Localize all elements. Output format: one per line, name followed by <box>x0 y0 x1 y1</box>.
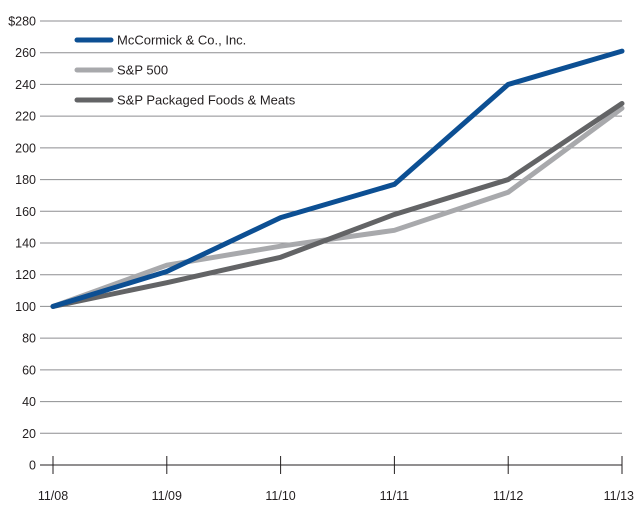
y-tick-label: 260 <box>15 46 36 60</box>
y-tick-label: 80 <box>22 332 36 346</box>
x-tick-label: 11/09 <box>152 489 182 503</box>
y-tick-label: 120 <box>15 268 36 282</box>
y-tick-label: 240 <box>15 78 36 92</box>
legend-label: S&P 500 <box>117 63 168 78</box>
x-tick-label: 11/12 <box>493 489 523 503</box>
series-lines <box>50 48 625 309</box>
series-line <box>50 105 625 309</box>
legend-label: S&P Packaged Foods & Meats <box>117 93 296 108</box>
x-tick-label: 11/08 <box>38 489 68 503</box>
y-axis-tick-labels: 0 20 40 60 80 100 120 140 160 180 200 220 240 260 $280 <box>8 15 36 473</box>
y-tick-label: 200 <box>15 141 36 155</box>
x-tick-label: 11/10 <box>265 489 295 503</box>
y-tick-label: 60 <box>22 363 36 377</box>
legend-label: McCormick & Co., Inc. <box>117 33 246 48</box>
y-tick-label: 0 <box>29 459 36 473</box>
y-tick-label: 100 <box>15 300 36 314</box>
legend: McCormick & Co., Inc. S&P 500 S&P Packaged… <box>74 33 296 108</box>
y-tick-label: 220 <box>15 110 36 124</box>
series-line <box>50 48 625 309</box>
y-tick-label: 20 <box>22 427 36 441</box>
y-tick-label: 140 <box>15 237 36 251</box>
x-tick-label: 11/13 <box>604 489 634 503</box>
series-line <box>50 100 625 309</box>
gridlines <box>40 20 622 434</box>
y-tick-label: 160 <box>15 205 36 219</box>
y-tick-label: 180 <box>15 173 36 187</box>
x-tick-label: 11/11 <box>380 489 409 503</box>
y-tick-label: $280 <box>8 15 36 29</box>
x-axis: 11/08 11/09 11/10 11/11 11/12 11/13 <box>38 456 634 503</box>
y-tick-label: 40 <box>22 395 36 409</box>
